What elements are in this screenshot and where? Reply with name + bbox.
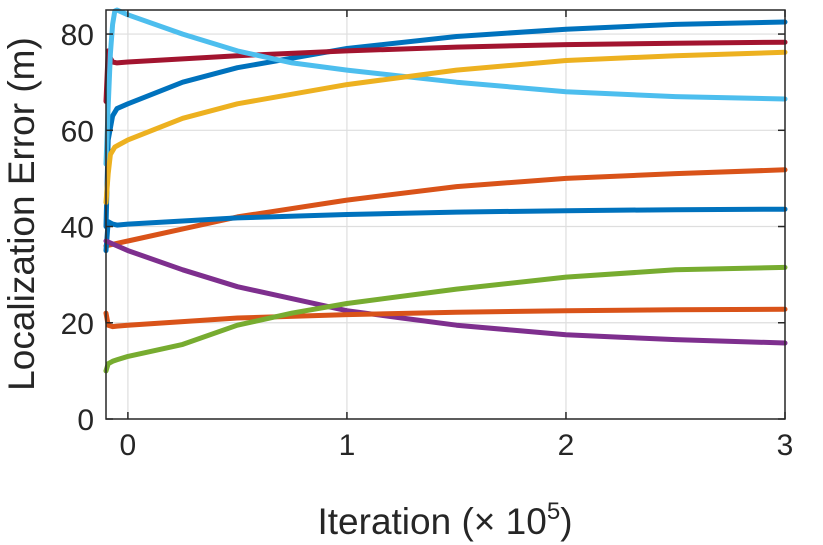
grid-lines <box>106 10 785 419</box>
x-axis-label-text: Iteration (× 10 <box>317 501 546 542</box>
x-tick-label: 2 <box>558 429 575 462</box>
series-line-s6 <box>103 206 788 254</box>
series-line-s9 <box>103 264 788 374</box>
series-line-s3 <box>103 7 788 167</box>
y-tick-label: 20 <box>61 308 94 341</box>
x-axis-label-exponent: 5 <box>547 498 560 525</box>
x-tick-label: 0 <box>120 429 137 462</box>
x-tick-label: 1 <box>339 429 356 462</box>
y-tick-label: 60 <box>61 115 94 148</box>
y-tick-label: 0 <box>77 404 94 437</box>
plot-area-frame <box>105 9 786 420</box>
series-lines <box>103 7 788 374</box>
series-line-s4 <box>103 49 788 205</box>
series-line-s8 <box>103 306 788 330</box>
series-line-s1 <box>103 19 788 229</box>
series-line-s5 <box>103 167 788 249</box>
axis-ticks: 0 1 2 3 0 20 40 60 80 <box>61 10 794 462</box>
y-tick-label: 80 <box>61 19 94 52</box>
series-line-s7 <box>103 238 788 346</box>
x-tick-label: 3 <box>777 429 794 462</box>
y-tick-label: 40 <box>61 212 94 245</box>
x-axis-label-close: ) <box>560 501 572 542</box>
y-axis-label: Localization Error (m) <box>1 37 42 391</box>
x-axis-label: Iteration (× 105) <box>317 498 572 542</box>
